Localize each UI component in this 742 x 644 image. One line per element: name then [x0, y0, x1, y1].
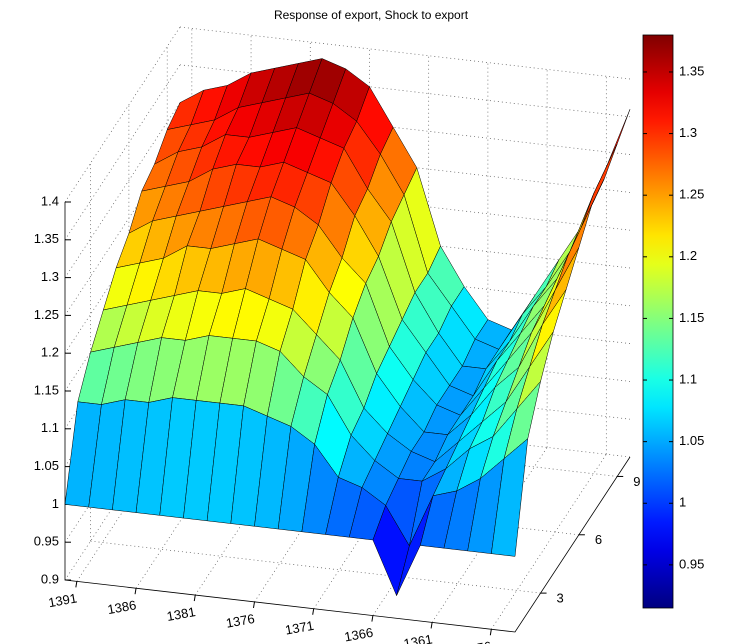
- z-tick-label: 1.35: [34, 231, 59, 246]
- y-tick-label: 6: [595, 532, 602, 547]
- y-tick-label: 3: [557, 591, 564, 606]
- z-tick-label: 0.9: [41, 571, 59, 586]
- surface-face: [593, 108, 631, 195]
- tick-mark: [134, 588, 137, 595]
- z-tick-label: 1.05: [34, 458, 59, 473]
- y-tick-label: 9: [633, 474, 640, 489]
- z-tick-label: 1.3: [41, 269, 59, 284]
- grid-line: [64, 140, 181, 316]
- x-tick-label: 1391: [47, 590, 78, 610]
- grid-line: [491, 454, 607, 630]
- x-tick-label: 1366: [343, 625, 374, 644]
- grid-line: [64, 64, 181, 240]
- surface-face: [554, 205, 592, 291]
- x-tick-label: 1386: [106, 597, 137, 617]
- x-tick-label: 1361: [402, 631, 433, 644]
- tick-mark: [371, 615, 374, 622]
- x-tick-label: 1381: [166, 604, 197, 624]
- tick-mark: [489, 629, 492, 636]
- grid-line: [179, 26, 631, 80]
- colorbar: [642, 34, 674, 609]
- colorbar-tick-label: 1.1: [679, 371, 697, 386]
- x-tick-label: 1356: [462, 638, 493, 644]
- surface: [64, 58, 631, 596]
- colorbar-tick-label: 1.25: [679, 187, 704, 202]
- colorbar-tick-label: 1.35: [679, 63, 704, 78]
- surface-face: [580, 143, 618, 229]
- tick-mark: [430, 622, 433, 629]
- z-tick-label: 0.95: [34, 534, 59, 549]
- z-tick-label: 1.15: [34, 382, 59, 397]
- z-tick-label: 1.25: [34, 307, 59, 322]
- colorbar-tick-label: 1.3: [679, 125, 697, 140]
- grid-line: [64, 26, 181, 203]
- x-tick-label: 1376: [225, 611, 256, 631]
- colorbar-tick-label: 1.2: [679, 248, 697, 263]
- x-tick-label: 1371: [284, 618, 315, 638]
- surface-face: [491, 438, 529, 557]
- colorbar-tick-label: 1.05: [679, 433, 704, 448]
- tick-mark: [252, 601, 255, 608]
- z-tick-label: 1.1: [41, 420, 59, 435]
- grid-line: [64, 102, 181, 278]
- z-tick-label: 1.4: [41, 193, 59, 208]
- z-tick-label: 1.2: [41, 345, 59, 360]
- chart-title: Response of export, Shock to export: [274, 8, 469, 22]
- tick-mark: [193, 594, 196, 602]
- colorbar-tick-label: 0.95: [679, 556, 704, 571]
- colorbar-tick-label: 1: [679, 495, 686, 510]
- tick-mark: [312, 608, 315, 615]
- tick-mark: [75, 581, 78, 588]
- colorbar-tick-label: 1.15: [679, 310, 704, 325]
- z-tick-label: 1: [52, 496, 59, 511]
